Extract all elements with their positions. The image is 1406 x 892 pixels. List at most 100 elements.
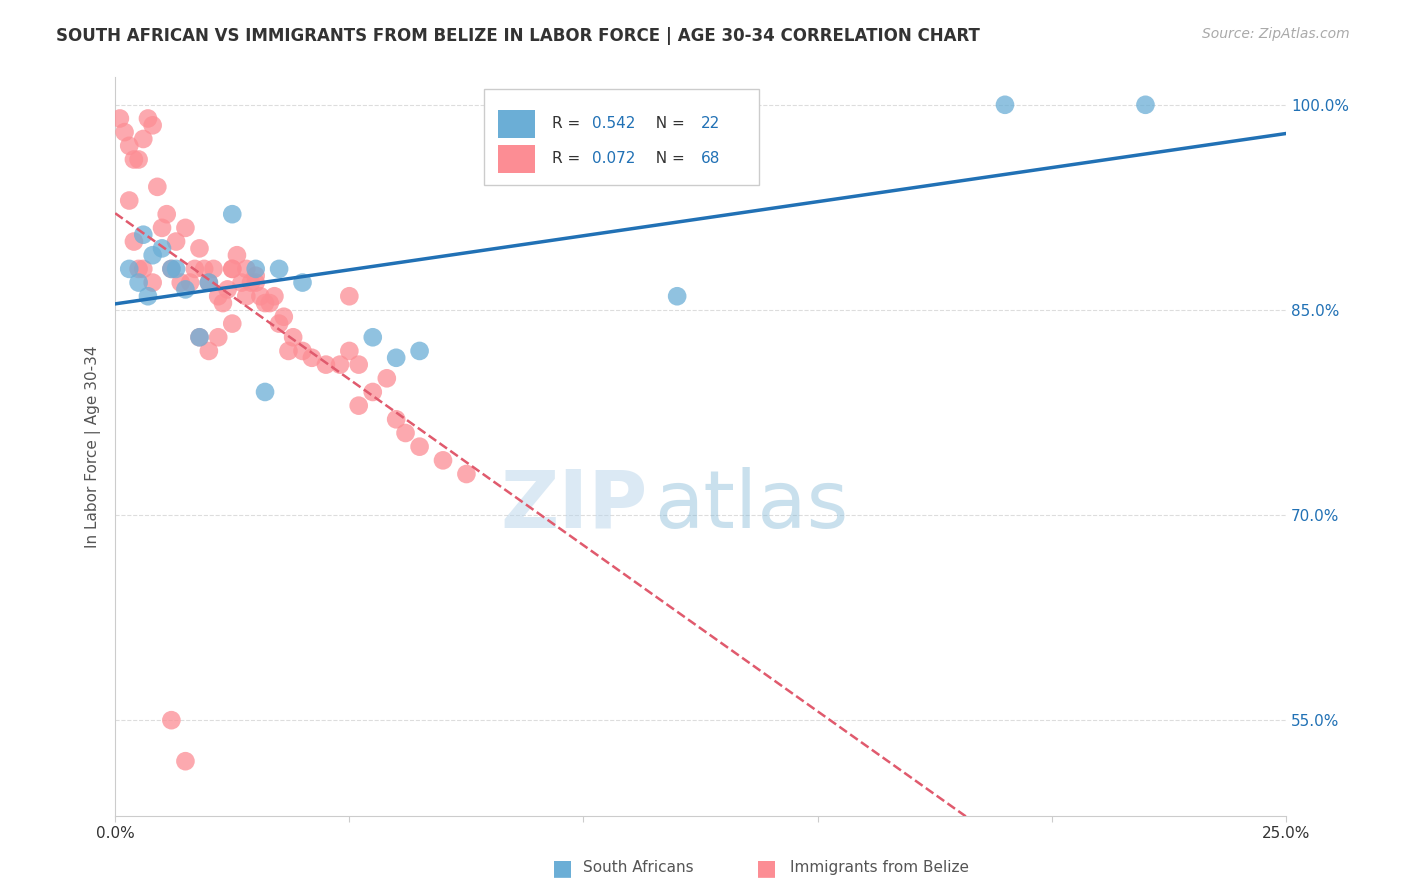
Point [221, 261, 243, 276]
Text: SOUTH AFRICAN VS IMMIGRANTS FROM BELIZE IN LABOR FORCE | AGE 30-34 CORRELATION C: SOUTH AFRICAN VS IMMIGRANTS FROM BELIZE … [56, 27, 980, 45]
Point [385, 351, 408, 365]
Point [128, 153, 150, 167]
FancyBboxPatch shape [484, 88, 759, 185]
Point [202, 261, 225, 276]
Point [254, 296, 277, 310]
Text: 22: 22 [700, 117, 720, 131]
Point [170, 276, 193, 290]
Point [174, 220, 197, 235]
Point [347, 399, 370, 413]
Point [994, 97, 1017, 112]
Text: 0.542: 0.542 [592, 117, 636, 131]
Point [291, 343, 314, 358]
Point [221, 317, 243, 331]
Point [221, 261, 243, 276]
Point [385, 412, 408, 426]
Point [188, 241, 211, 255]
Text: 0.072: 0.072 [592, 151, 636, 166]
Point [245, 268, 267, 283]
Point [273, 310, 295, 324]
Point [150, 241, 173, 255]
Text: South Africans: South Africans [583, 861, 695, 875]
Point [361, 330, 384, 344]
Point [1135, 97, 1157, 112]
Bar [498, 110, 536, 138]
Point [128, 261, 150, 276]
Point [666, 289, 689, 303]
Point [136, 289, 159, 303]
Point [160, 261, 183, 276]
Point [240, 276, 263, 290]
Point [235, 261, 257, 276]
Text: Immigrants from Belize: Immigrants from Belize [790, 861, 969, 875]
Point [174, 754, 197, 768]
Point [122, 153, 145, 167]
Point [207, 289, 229, 303]
Point [329, 358, 352, 372]
Point [118, 261, 141, 276]
Point [142, 276, 165, 290]
Point [114, 125, 136, 139]
Point [142, 118, 165, 132]
Text: atlas: atlas [654, 467, 848, 545]
Point [301, 351, 323, 365]
Point [132, 132, 155, 146]
Point [193, 261, 215, 276]
Point [142, 248, 165, 262]
Point [108, 112, 131, 126]
Y-axis label: In Labor Force | Age 30-34: In Labor Force | Age 30-34 [86, 345, 101, 548]
Text: ■: ■ [553, 858, 572, 878]
Text: R =: R = [553, 117, 585, 131]
Point [132, 261, 155, 276]
Point [269, 261, 291, 276]
Point [128, 276, 150, 290]
Point [207, 330, 229, 344]
Point [198, 343, 221, 358]
Point [136, 112, 159, 126]
Text: R =: R = [553, 151, 585, 166]
Point [188, 330, 211, 344]
Point [226, 248, 249, 262]
Point [245, 261, 267, 276]
Point [408, 343, 430, 358]
Point [277, 343, 299, 358]
Point [146, 179, 169, 194]
Point [291, 276, 314, 290]
Point [188, 330, 211, 344]
Point [281, 330, 304, 344]
Point [235, 289, 257, 303]
Point [212, 296, 235, 310]
Point [254, 384, 277, 399]
Point [263, 289, 285, 303]
Point [165, 261, 187, 276]
Point [132, 227, 155, 242]
Point [156, 207, 179, 221]
Point [221, 207, 243, 221]
Text: N =: N = [645, 151, 689, 166]
Point [198, 276, 221, 290]
Point [315, 358, 337, 372]
Text: 68: 68 [700, 151, 720, 166]
Point [174, 282, 197, 296]
Point [375, 371, 398, 385]
Point [122, 235, 145, 249]
Point [337, 343, 360, 358]
Point [347, 358, 370, 372]
Point [160, 713, 183, 727]
Point [198, 276, 221, 290]
Text: ■: ■ [756, 858, 776, 878]
Point [337, 289, 360, 303]
Point [165, 235, 187, 249]
Point [245, 276, 267, 290]
Point [432, 453, 454, 467]
Point [249, 289, 271, 303]
Point [118, 194, 141, 208]
Point [184, 261, 207, 276]
Text: N =: N = [645, 117, 689, 131]
Bar [498, 145, 536, 173]
Point [231, 276, 253, 290]
Point [150, 220, 173, 235]
Text: ZIP: ZIP [501, 467, 648, 545]
Point [259, 296, 281, 310]
Point [118, 138, 141, 153]
